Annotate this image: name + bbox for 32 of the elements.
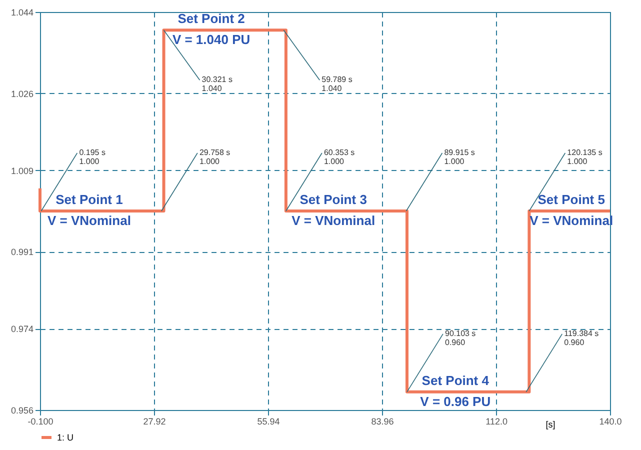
x-tick-label: 27.92 [143, 416, 166, 426]
annotation: V = 1.040 PU [172, 32, 250, 48]
x-tick-label: -0.100 [28, 416, 54, 426]
x-axis-title: [s] [546, 420, 556, 430]
annotation: 29.758 s 1.000 [199, 148, 230, 166]
annotation: Set Point 5 [538, 192, 605, 207]
annotation: 89.915 s 1.000 [444, 148, 475, 166]
annotation: 119.384 s 0.960 [564, 328, 599, 347]
y-tick-label: 1.009 [10, 166, 34, 176]
x-tick-label: 112.0 [486, 416, 508, 426]
x-tick-label: 140.0 [599, 416, 622, 426]
annotation: V = 0.96 PU [420, 394, 491, 409]
x-tick-label: 83.96 [371, 416, 394, 426]
annotation: 0.195 s 1.000 [79, 148, 106, 166]
annotation: 120.135 s 1.000 [567, 148, 602, 166]
annotation: 60.353 s 1.000 [324, 148, 355, 166]
annotation: V = VNominal [292, 213, 376, 228]
annotation: 59.789 s 1.040 [322, 75, 352, 94]
annotation: 30.321 s 1.040 [202, 75, 232, 94]
annotation: Set Point 2 [178, 11, 245, 26]
y-tick-label: 1.044 [10, 8, 34, 18]
annotation: 90.103 s 0.960 [444, 328, 476, 347]
annotation: Set Point 3 [300, 192, 367, 207]
y-tick-label: 0.974 [10, 324, 34, 334]
annotation: V = VNominal [48, 213, 131, 228]
y-tick-label: 0.991 [10, 247, 34, 258]
legend-label: 1: U [57, 432, 74, 442]
x-tick-label: 55.94 [257, 416, 280, 426]
annotation: Set Point 4 [422, 372, 490, 388]
annotation: Set Point 1 [56, 192, 123, 207]
y-tick-label: 1.026 [10, 88, 34, 99]
y-tick-label: 0.956 [10, 406, 34, 416]
